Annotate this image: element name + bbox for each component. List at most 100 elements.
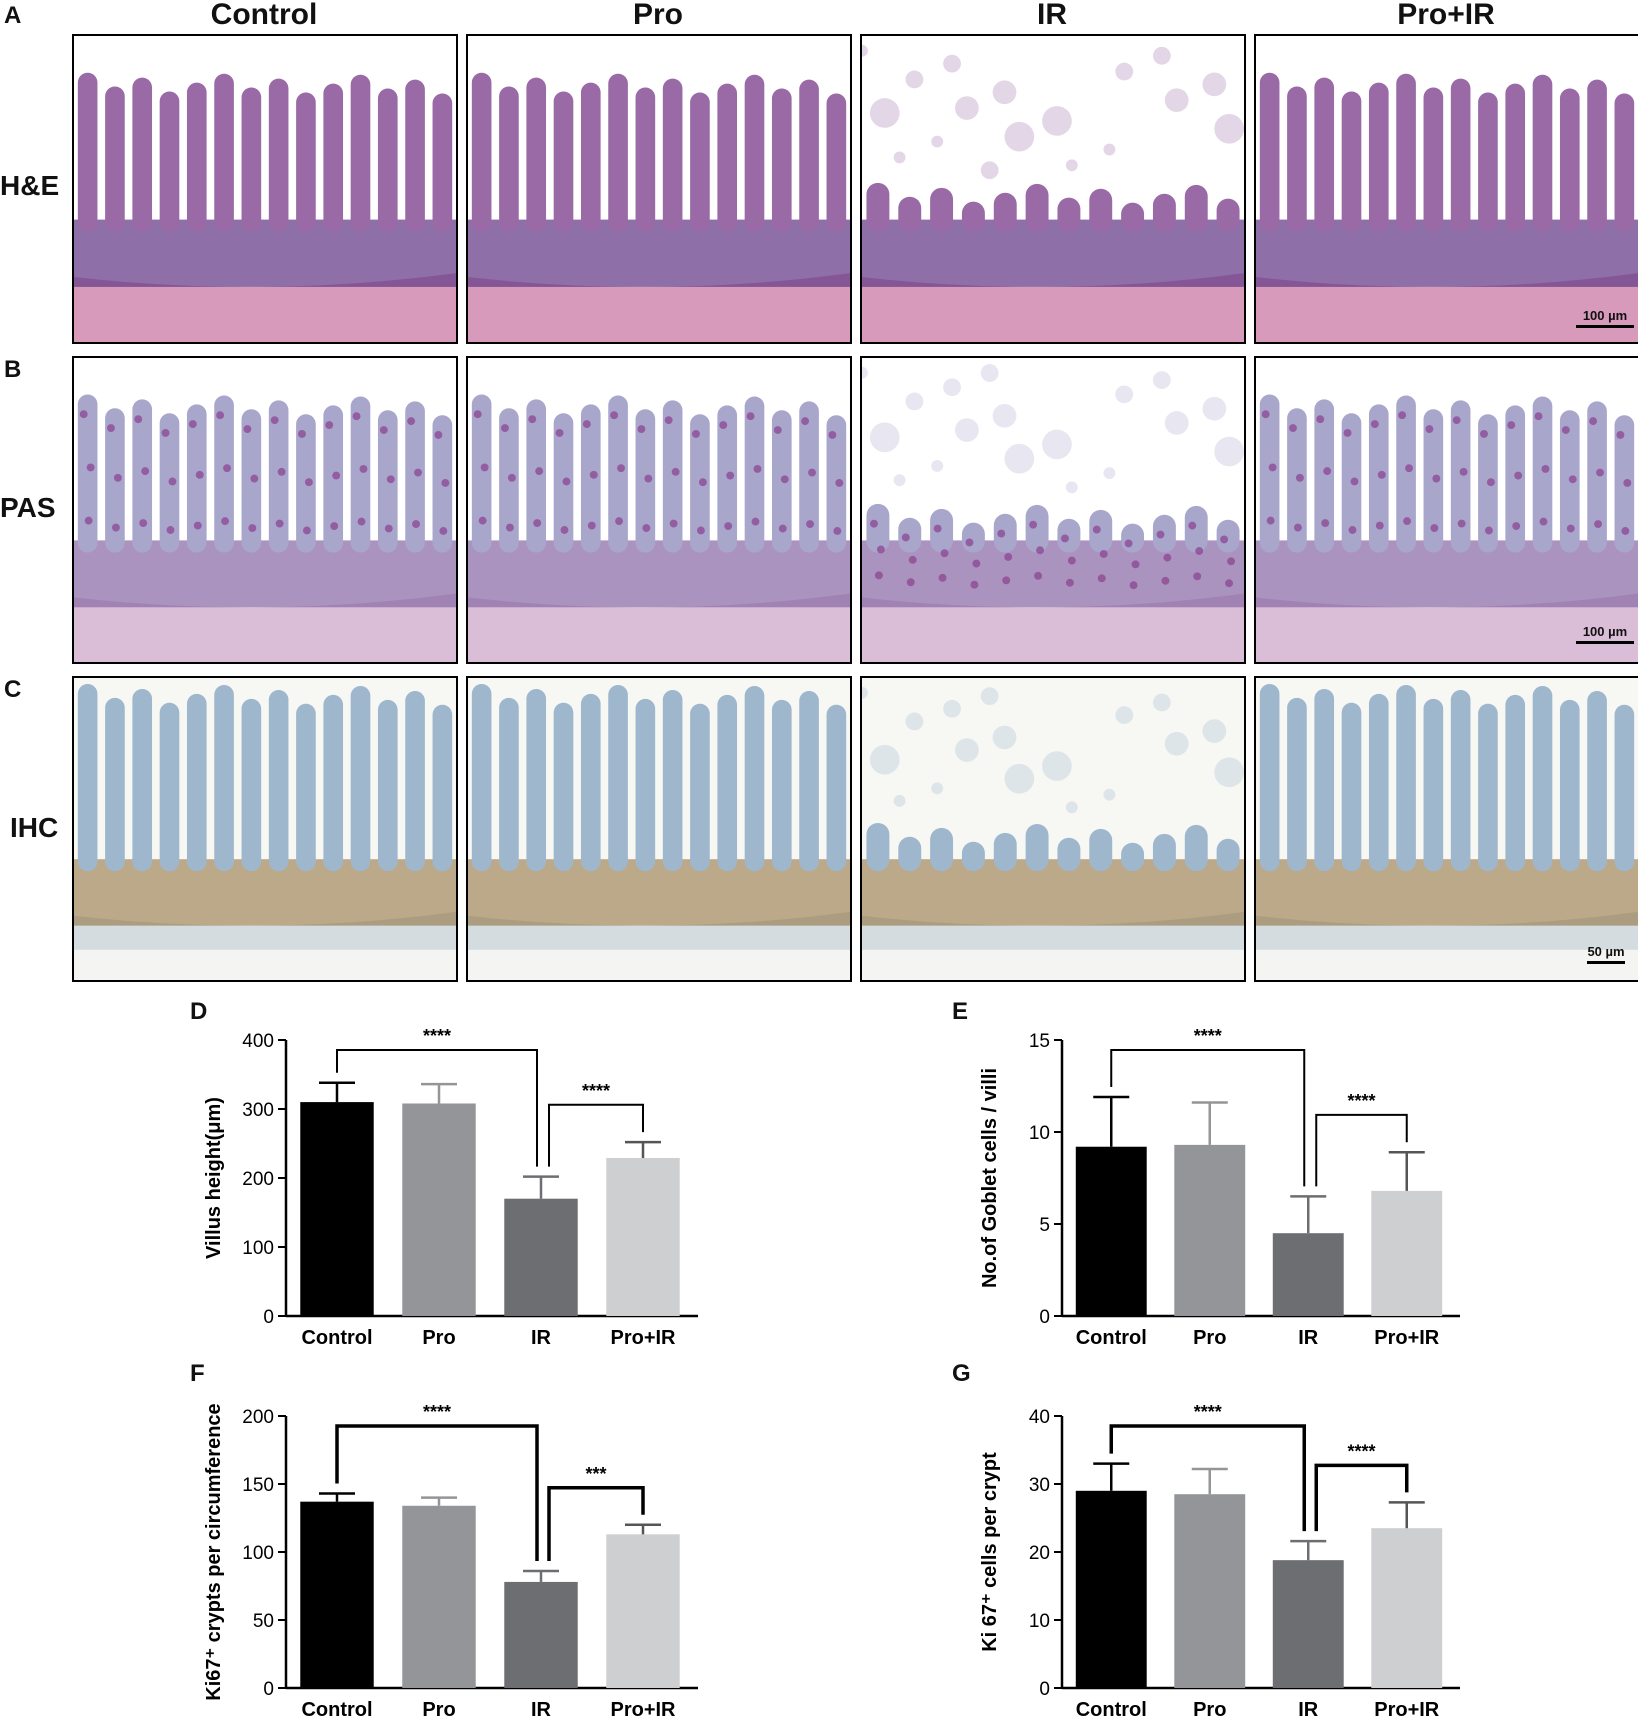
bar-pro bbox=[1174, 1144, 1246, 1316]
significance-label: **** bbox=[1347, 1091, 1375, 1111]
panel-label-f: F bbox=[190, 1360, 205, 1387]
significance-bracket bbox=[1315, 1113, 1408, 1187]
bar-pro-ir bbox=[606, 1157, 680, 1316]
y-tick-label: 5 bbox=[1039, 1215, 1050, 1236]
chart-ki67-cells: 0 10 20 30 40 Ki 67⁺ cells per crypt Control Pr… bbox=[979, 1402, 1460, 1718]
significance-bracket bbox=[1109, 1424, 1306, 1532]
x-tick-label: Control bbox=[1076, 1327, 1147, 1349]
x-tick-label: IR bbox=[531, 1699, 552, 1718]
x-tick-label: Control bbox=[301, 1699, 372, 1718]
y-tick-label: 200 bbox=[242, 1407, 274, 1428]
x-tick-label: Pro+IR bbox=[1374, 1699, 1440, 1718]
scale-bar-ihc: 50 µm bbox=[1580, 944, 1632, 964]
y-tick-label: 20 bbox=[1029, 1543, 1050, 1564]
y-tick-label: 300 bbox=[242, 1100, 274, 1121]
y-tick-label: 400 bbox=[242, 1031, 274, 1052]
x-tick-label: Pro+IR bbox=[1374, 1327, 1440, 1349]
micrograph-ihc-pro bbox=[466, 676, 852, 982]
y-tick-label: 0 bbox=[263, 1679, 274, 1700]
bar-control bbox=[1075, 1146, 1147, 1316]
bar-ir bbox=[504, 1198, 578, 1316]
row-label-he: H&E bbox=[0, 170, 60, 201]
bar-pro-ir bbox=[606, 1534, 680, 1688]
chart-ki67-crypts: 0 50 100 150 200 Ki67⁺ crypts per circumferen… bbox=[203, 1402, 698, 1718]
significance-label: *** bbox=[585, 1464, 606, 1484]
significance-label: **** bbox=[423, 1026, 451, 1046]
micrograph-he-pro bbox=[466, 34, 852, 344]
bar-pro bbox=[402, 1103, 476, 1316]
x-tick-label: Pro bbox=[1193, 1327, 1226, 1349]
panel-label-c: C bbox=[4, 676, 22, 703]
bar-ir bbox=[1272, 1560, 1344, 1688]
scale-bar-he-label: 100 µm bbox=[1582, 308, 1628, 323]
y-tick-label: 150 bbox=[242, 1475, 274, 1496]
significance-bracket bbox=[336, 1049, 538, 1167]
x-tick-label: Pro bbox=[1193, 1699, 1226, 1718]
significance-bracket bbox=[548, 1103, 644, 1167]
bar-control bbox=[1075, 1490, 1147, 1688]
x-tick-label: Control bbox=[301, 1327, 372, 1349]
x-tick-label: IR bbox=[531, 1327, 552, 1349]
column-header-pro-ir: Pro+IR bbox=[1397, 0, 1495, 31]
significance-bracket bbox=[547, 1486, 645, 1562]
micrograph-pas-pro bbox=[466, 356, 852, 664]
panel-label-e: E bbox=[952, 998, 969, 1025]
x-tick-label: IR bbox=[1298, 1327, 1319, 1349]
micrograph-he-pro-ir bbox=[1254, 34, 1638, 344]
micrograph-pas-ir bbox=[860, 356, 1246, 664]
chart-villus-height: 0 100 200 300 400 Villus height(μm) Control Pro… bbox=[203, 1026, 698, 1349]
micrograph-pas-pro-ir bbox=[1254, 356, 1638, 664]
y-tick-label: 10 bbox=[1029, 1611, 1050, 1632]
row-label-pas: PAS bbox=[0, 492, 56, 523]
y-tick-label: 50 bbox=[253, 1611, 274, 1632]
y-tick-label: 15 bbox=[1029, 1031, 1050, 1052]
chart-goblet-cells: 0 5 10 15 No.of Goblet cells / villi Control P… bbox=[979, 1026, 1460, 1349]
x-tick-label: Pro+IR bbox=[610, 1699, 676, 1718]
bar-control bbox=[300, 1102, 374, 1316]
micrograph-ihc-control bbox=[72, 676, 458, 982]
y-tick-label: 100 bbox=[242, 1543, 274, 1564]
bar-ir bbox=[504, 1581, 578, 1688]
scale-bar-ihc-line bbox=[1587, 961, 1625, 964]
scale-bar-he-line bbox=[1576, 325, 1634, 328]
significance-bracket bbox=[1314, 1463, 1409, 1532]
micrograph-ihc-ir bbox=[860, 676, 1246, 982]
y-tick-label: 0 bbox=[263, 1307, 274, 1328]
scale-bar-pas: 100 µm bbox=[1576, 624, 1634, 644]
y-tick-label: 200 bbox=[242, 1169, 274, 1190]
significance-label: **** bbox=[1347, 1441, 1375, 1461]
significance-label: **** bbox=[423, 1402, 451, 1422]
column-header-ir: IR bbox=[1037, 0, 1067, 31]
column-header-control: Control bbox=[210, 0, 318, 31]
micrograph-he-ir bbox=[860, 34, 1246, 344]
micrograph-ihc-pro-ir bbox=[1254, 676, 1638, 982]
scale-bar-ihc-label: 50 µm bbox=[1587, 944, 1625, 959]
y-tick-label: 100 bbox=[242, 1238, 274, 1259]
y-axis-label: Ki67⁺ crypts per circumference bbox=[203, 1403, 225, 1700]
scale-bar-he: 100 µm bbox=[1576, 308, 1634, 328]
bar-ir bbox=[1272, 1233, 1344, 1316]
panel-label-g: G bbox=[952, 1360, 971, 1387]
significance-bracket bbox=[335, 1424, 539, 1562]
y-axis-label: Villus height(μm) bbox=[203, 1097, 225, 1259]
y-tick-label: 30 bbox=[1029, 1475, 1050, 1496]
y-tick-label: 0 bbox=[1039, 1307, 1050, 1328]
y-tick-label: 0 bbox=[1039, 1679, 1050, 1700]
bar-pro bbox=[402, 1505, 476, 1688]
bar-pro-ir bbox=[1371, 1190, 1443, 1316]
row-label-ihc: IHC bbox=[10, 812, 59, 843]
y-axis-label: Ki 67⁺ cells per crypt bbox=[979, 1452, 1001, 1652]
column-header-pro: Pro bbox=[632, 0, 683, 31]
bar-pro bbox=[1174, 1494, 1246, 1688]
y-tick-label: 10 bbox=[1029, 1123, 1050, 1144]
panel-label-b: B bbox=[4, 356, 22, 383]
x-tick-label: Pro+IR bbox=[610, 1327, 676, 1349]
x-tick-label: Pro bbox=[422, 1327, 455, 1349]
panel-label-d: D bbox=[190, 998, 208, 1025]
micrograph-he-control bbox=[72, 34, 458, 344]
bar-control bbox=[300, 1501, 374, 1688]
x-tick-label: IR bbox=[1298, 1699, 1319, 1718]
y-tick-label: 40 bbox=[1029, 1407, 1050, 1428]
significance-label: **** bbox=[582, 1081, 610, 1101]
